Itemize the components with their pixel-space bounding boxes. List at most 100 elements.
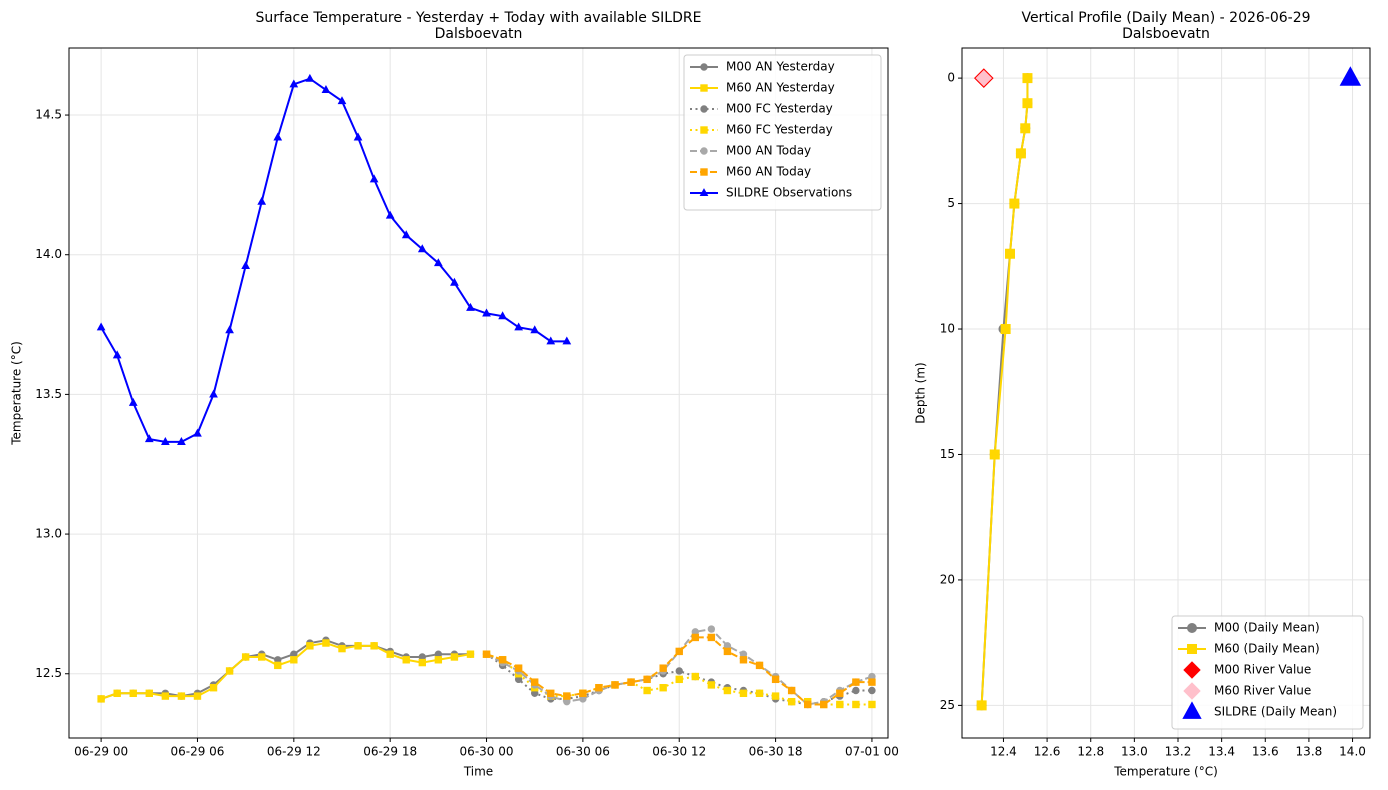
marker xyxy=(225,667,234,675)
marker xyxy=(659,664,667,672)
legend-marker xyxy=(1187,644,1197,654)
marker xyxy=(177,437,186,445)
marker xyxy=(337,96,347,105)
marker xyxy=(466,302,475,311)
marker xyxy=(177,692,186,700)
marker xyxy=(627,678,635,686)
x-tick-label: 13.6 xyxy=(1252,745,1279,759)
y-tick-label: 0 xyxy=(947,71,955,85)
marker xyxy=(417,244,427,253)
legend-marker xyxy=(700,63,708,71)
marker xyxy=(113,689,121,698)
chart-subtitle: Dalsboevatn xyxy=(435,26,523,42)
y-tick-label: 15 xyxy=(940,447,955,461)
marker xyxy=(160,437,170,445)
marker xyxy=(338,644,346,653)
legend-marker xyxy=(700,105,708,113)
marker xyxy=(771,692,780,700)
marker xyxy=(755,689,764,698)
x-tick-label: 06-29 18 xyxy=(363,745,417,759)
marker xyxy=(675,675,683,684)
marker xyxy=(498,656,507,664)
x-tick-label: 07-01 00 xyxy=(845,745,899,759)
marker xyxy=(659,684,667,692)
marker xyxy=(723,647,732,656)
marker xyxy=(868,700,876,709)
marker xyxy=(321,85,331,93)
y-tick-label: 25 xyxy=(940,698,955,712)
marker xyxy=(145,689,153,698)
marker xyxy=(820,700,828,709)
marker xyxy=(1005,248,1015,259)
y-tick-label: 13.5 xyxy=(35,387,62,401)
marker xyxy=(433,258,443,267)
marker xyxy=(450,653,459,661)
marker xyxy=(97,695,105,703)
legend-box xyxy=(683,54,882,211)
marker xyxy=(563,692,571,700)
marker xyxy=(723,686,732,695)
y-tick-label: 20 xyxy=(940,572,955,586)
marker xyxy=(306,642,314,650)
marker xyxy=(643,686,651,695)
marker xyxy=(1020,123,1031,134)
axes-frame xyxy=(961,47,1371,739)
marker xyxy=(418,658,426,667)
marker xyxy=(595,684,603,692)
marker xyxy=(257,196,267,205)
marker xyxy=(289,79,299,88)
y-axis-label: Depth (m) xyxy=(914,362,928,423)
x-tick-label: 06-29 00 xyxy=(74,745,128,759)
marker xyxy=(579,689,587,698)
marker xyxy=(482,308,491,317)
x-axis-label: Time xyxy=(463,765,493,779)
x-tick-label: 12.8 xyxy=(1077,745,1104,759)
marker xyxy=(530,325,540,334)
marker xyxy=(225,325,234,334)
marker xyxy=(691,672,699,681)
marker xyxy=(128,397,138,406)
marker xyxy=(514,664,523,672)
marker xyxy=(434,656,443,664)
marker xyxy=(531,678,539,686)
series-line xyxy=(100,77,567,443)
legend-label: M00 (Daily Mean) xyxy=(1214,621,1320,635)
x-tick-label: 13.2 xyxy=(1165,745,1192,759)
marker xyxy=(804,700,812,709)
marker xyxy=(1022,73,1033,84)
legend-label: M60 FC Yesterday xyxy=(726,123,833,137)
marker xyxy=(370,642,378,650)
marker xyxy=(675,667,683,675)
marker xyxy=(241,653,250,661)
axes-frame xyxy=(68,47,889,739)
marker xyxy=(707,681,716,689)
marker xyxy=(562,336,572,345)
marker xyxy=(401,230,411,239)
y-axis-label: Temperature (°C) xyxy=(10,341,24,446)
x-tick-label: 06-30 18 xyxy=(749,745,803,759)
marker xyxy=(546,336,556,345)
marker xyxy=(112,350,122,359)
marker xyxy=(290,656,298,664)
x-tick-label: 06-30 06 xyxy=(556,745,610,759)
x-tick-label: 06-30 00 xyxy=(460,745,514,759)
chart-title: Surface Temperature - Yesterday + Today … xyxy=(256,10,702,26)
legend-marker xyxy=(700,84,708,92)
marker xyxy=(739,689,748,698)
marker xyxy=(273,132,283,141)
marker xyxy=(771,675,780,684)
marker xyxy=(739,656,748,664)
marker xyxy=(402,656,410,664)
marker xyxy=(209,389,218,398)
legend-label: M00 River Value xyxy=(1214,663,1311,677)
marker xyxy=(369,174,379,183)
marker xyxy=(547,689,555,698)
marker xyxy=(193,428,202,437)
x-tick-label: 12.6 xyxy=(1034,745,1061,759)
y-tick-label: 14.5 xyxy=(35,108,62,122)
marker xyxy=(322,639,330,647)
series-line xyxy=(100,641,471,700)
marker xyxy=(675,647,683,656)
marker xyxy=(852,678,860,686)
